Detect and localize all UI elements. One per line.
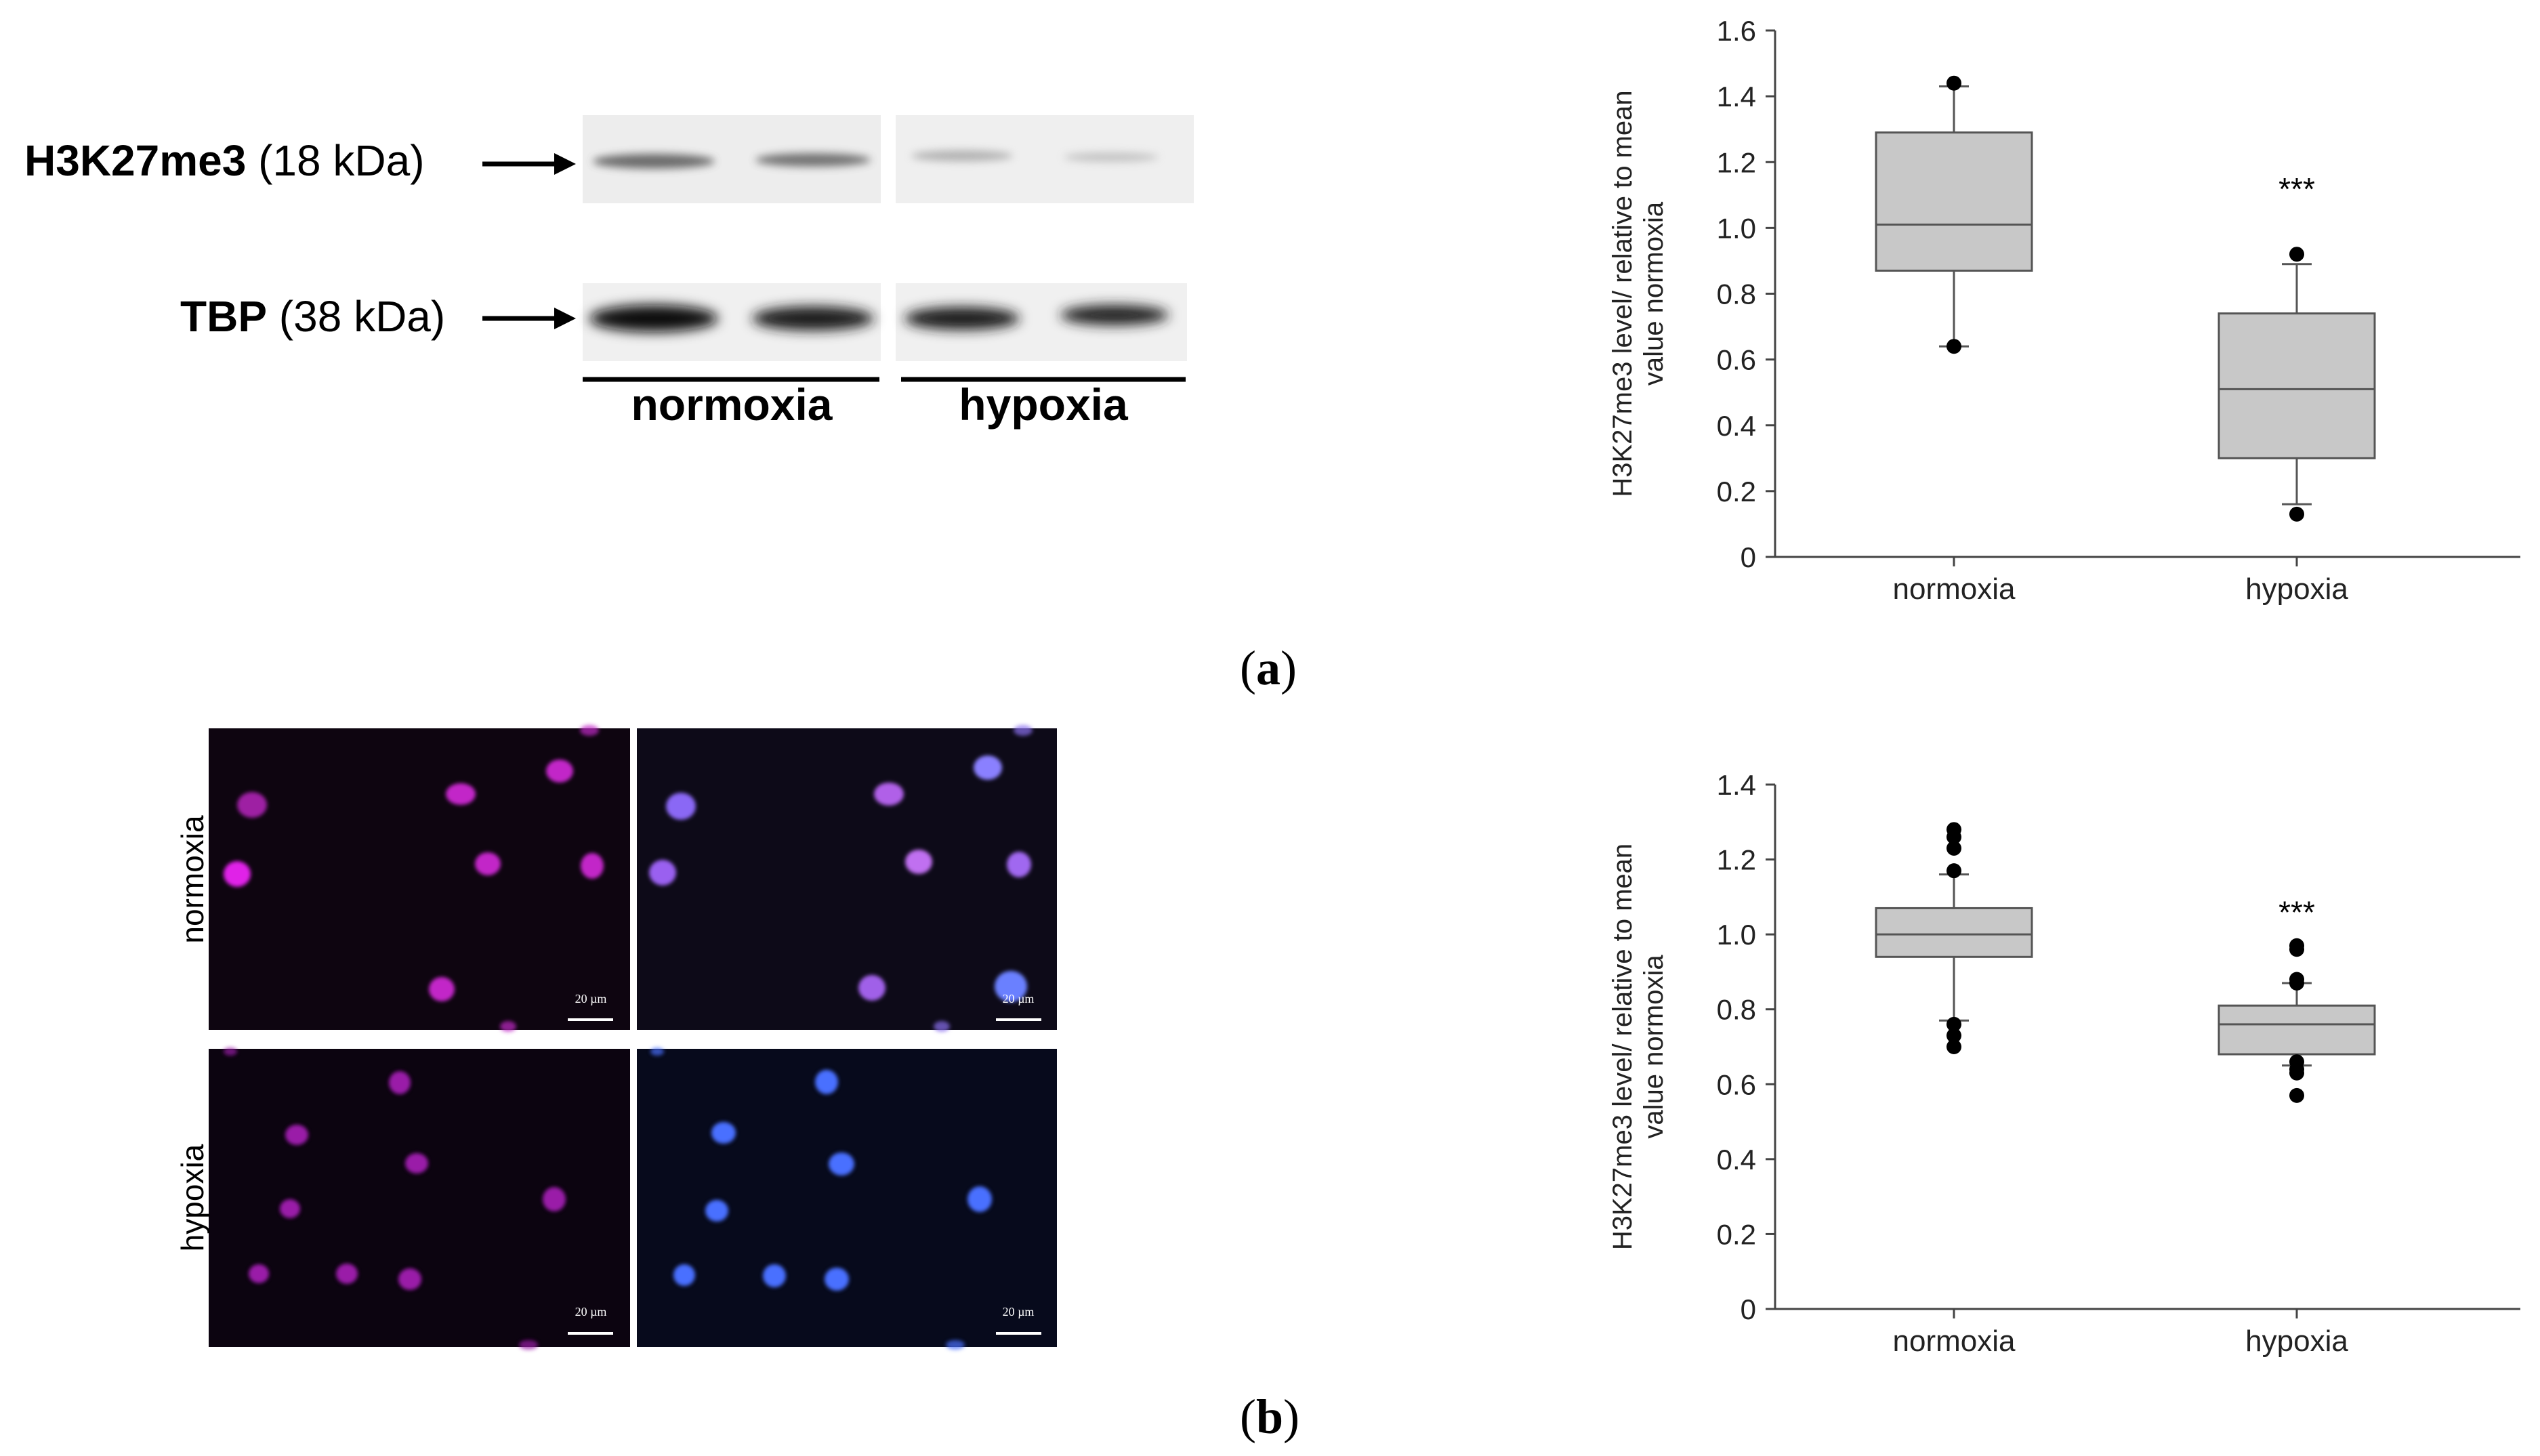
y-tick-label: 1.2 [1717,146,1756,178]
arrow-icon [482,308,576,329]
outlier-point [1946,1028,1961,1043]
box [1875,131,2033,272]
blot-image: normoxia hypoxia [482,115,1194,430]
blot-row-name-bold: H3K27me3 [24,136,247,185]
y-tick-label: 0 [1741,1293,1756,1325]
outlier-point [2289,1065,2304,1081]
nuclei-hypoxia-magenta [224,1047,566,1350]
blot-row-name-rest: (38 kDa) [267,292,446,341]
outlier-point [1946,339,1961,354]
y-tick-label: 1.2 [1717,844,1756,876]
y-axis-label: H3K27me3 level/ relative to mean [1608,844,1638,1250]
significance-label: *** [2278,894,2315,930]
nuclei-normoxia-merged [649,725,1033,1032]
y-tick-label: 1.4 [1717,769,1756,801]
blot-band [911,150,1013,161]
y-tick-label: 0.6 [1717,1068,1756,1100]
box [2218,312,2376,459]
panel-label-b: (b) [1240,1390,1300,1444]
panel-label-a: (a) [1240,641,1297,695]
y-axis-label: H3K27me3 level/ relative to mean [1608,90,1638,497]
scale-bar-label: 20 µm [1003,1305,1035,1318]
outlier-point [1946,829,1961,845]
y-tick-label: 0.4 [1717,1144,1756,1176]
microscopy-panel: 20 µm 20 µm 20 µm [175,725,1057,1350]
x-tick-label: normoxia [1893,573,2016,606]
blot-group-label: hypoxia [959,379,1129,430]
blot-band [1060,305,1169,325]
x-tick-label: normoxia [1893,1325,2016,1358]
boxplot-chart-a: 0 0.2 0.4 0.6 0.8 1.0 1.2 1.4 1.6 H3K27me3 level/… [1608,15,2520,606]
y-tick-label: 0.6 [1717,344,1756,376]
y-tick-label: 0.2 [1717,1218,1756,1250]
scale-bar-label: 20 µm [575,992,607,1005]
blot-band [593,154,715,169]
blot-band [589,305,718,332]
boxplot-chart-b: 0 0.2 0.4 0.6 0.8 1.0 1.2 1.4 H3K27me3 level/ re… [1608,769,2520,1358]
blot-band [752,306,874,331]
y-tick-label: 0.8 [1717,994,1756,1026]
blot-band [904,307,1020,330]
blot-row-name-rest: (18 kDa) [246,136,425,185]
blot-row-name-bold: TBP [180,292,267,341]
box [2218,1004,2376,1056]
nuclei-normoxia-magenta [224,725,604,1032]
y-tick-label: 1.6 [1717,15,1756,47]
outlier-point [1946,840,1961,856]
scale-bar-label: 20 µm [575,1305,607,1318]
y-tick-label: 1.0 [1717,212,1756,244]
x-tick-label: hypoxia [2245,1325,2348,1358]
scale-bar-label: 20 µm [1003,992,1035,1005]
outlier-point [1946,1039,1961,1054]
blot-group-label: normoxia [631,379,833,430]
y-tick-label: 0.8 [1717,278,1756,310]
outlier-point [1946,863,1961,879]
outlier-point [2289,247,2304,262]
outlier-point [2289,976,2304,991]
y-tick-label: 0.4 [1717,410,1756,442]
x-tick-label: hypoxia [2245,573,2348,606]
outlier-point [1946,75,1961,91]
y-tick-label: 1.4 [1717,81,1756,112]
blot-row-label-h3k27me3: H3K27me3 (18 kDa) [24,136,425,186]
nuclei-hypoxia-blue [650,1047,992,1350]
microscopy-row-label: hypoxia [175,1144,210,1251]
outlier-point [1946,1016,1961,1032]
outlier-point [2289,506,2304,522]
microscopy-row-label: normoxia [175,815,210,944]
y-tick-label: 0.2 [1717,476,1756,507]
blot-row-label-tbp: TBP (38 kDa) [180,291,445,341]
blot-band [1064,152,1159,162]
outlier-point [2289,942,2304,957]
blot-band [755,153,871,167]
arrow-icon [482,153,576,175]
y-axis-label: value normoxia [1639,201,1669,386]
outlier-point [2289,1087,2304,1103]
y-tick-label: 0 [1741,541,1756,573]
box [1875,907,2033,958]
y-axis-label: value normoxia [1639,955,1669,1139]
y-tick-label: 1.0 [1717,919,1756,951]
significance-label: *** [2278,171,2315,207]
